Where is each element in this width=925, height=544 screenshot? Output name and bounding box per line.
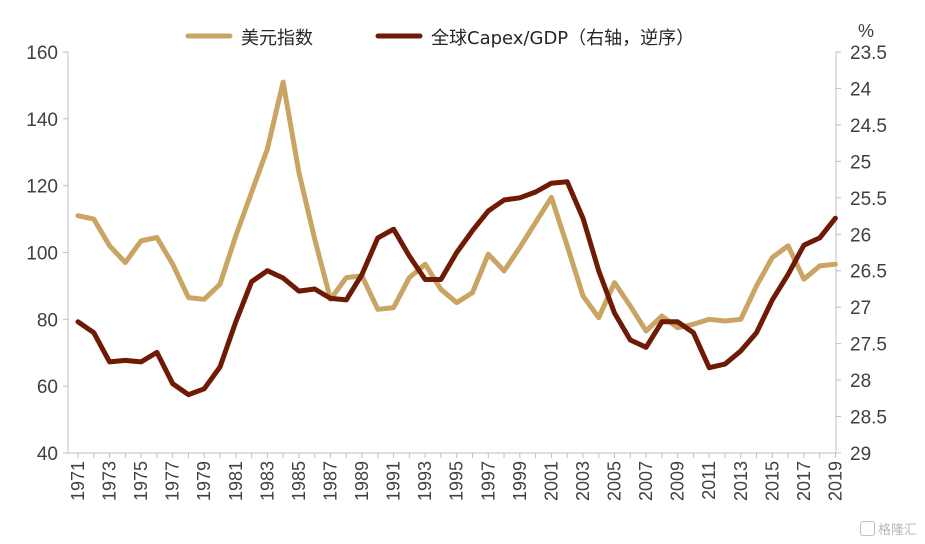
left-tick-label: 40 [37,444,58,465]
right-axis-ticks: 23.5 24 24.5 25 25.5 26 26.5 27 27.5 28 28.5 29 [836,43,887,465]
watermark-text: 格隆汇 [877,523,917,538]
x-tick-label: 2007 [636,461,656,501]
right-tick-label: 28 [850,371,871,392]
g-logo-icon [859,521,875,536]
x-tick-label: 1983 [257,461,277,501]
right-tick-label: 29 [850,444,871,465]
x-axis-ticks: 1971 1973 1975 1977 1979 1981 1983 1985 1987 1989… [68,453,845,501]
legend-label-capex-gdp: 全球Capex/GDP（右轴，逆序） [431,28,694,49]
series-line-capex-gdp [75,179,838,398]
x-tick-label: 2015 [762,461,782,501]
right-tick-label: 25 [850,152,871,173]
series-lines [75,79,838,398]
x-tick-label: 1993 [415,461,435,501]
left-tick-label: 60 [37,377,58,398]
x-tick-label: 1979 [194,461,214,501]
right-tick-label: 24.5 [850,116,887,137]
x-tick-label: 2005 [605,461,625,501]
x-tick-label: 2009 [668,461,688,501]
left-tick-label: 120 [26,177,58,198]
right-tick-label: 28.5 [850,408,887,429]
right-tick-label: 27 [850,298,871,319]
left-tick-label: 80 [37,310,58,331]
left-tick-label: 160 [26,43,58,64]
x-tick-label: 2017 [794,461,814,501]
x-tick-label: 2019 [825,461,845,501]
right-tick-label: 24 [850,79,872,100]
x-tick-label: 1997 [478,461,498,501]
right-tick-label: 23.5 [850,43,887,64]
right-tick-label: 25.5 [850,189,887,210]
x-tick-label: 1991 [384,461,404,501]
right-tick-label: 26 [850,225,871,246]
x-tick-label: 2011 [699,461,719,500]
x-tick-label: 1977 [163,461,183,501]
right-tick-label: 26.5 [850,262,887,283]
x-tick-label: 1981 [226,461,246,501]
x-tick-label: 1999 [510,461,530,501]
x-tick-label: 2003 [573,461,593,501]
left-tick-label: 140 [26,110,58,131]
x-tick-label: 1971 [68,461,88,501]
right-tick-label: 27.5 [850,335,887,356]
left-tick-label: 100 [26,244,58,265]
x-tick-label: 1995 [447,461,467,501]
x-tick-label: 1989 [352,461,372,501]
x-tick-label: 1987 [320,461,340,501]
legend: 美元指数 全球Capex/GDP（右轴，逆序） [185,28,694,49]
legend-label-usd-index: 美元指数 [241,28,313,49]
x-tick-label: 2001 [541,461,561,501]
x-tick-label: 1975 [131,461,151,501]
left-axis-ticks: 40 60 80 100 120 140 160 [26,43,68,465]
watermark: 格隆汇 [859,519,917,538]
x-tick-label: 1985 [289,461,309,501]
x-tick-label: 2013 [731,461,751,501]
x-tick-label: 1973 [100,461,120,501]
series-line-usd-index [75,79,838,334]
right-axis-unit: % [858,21,874,41]
